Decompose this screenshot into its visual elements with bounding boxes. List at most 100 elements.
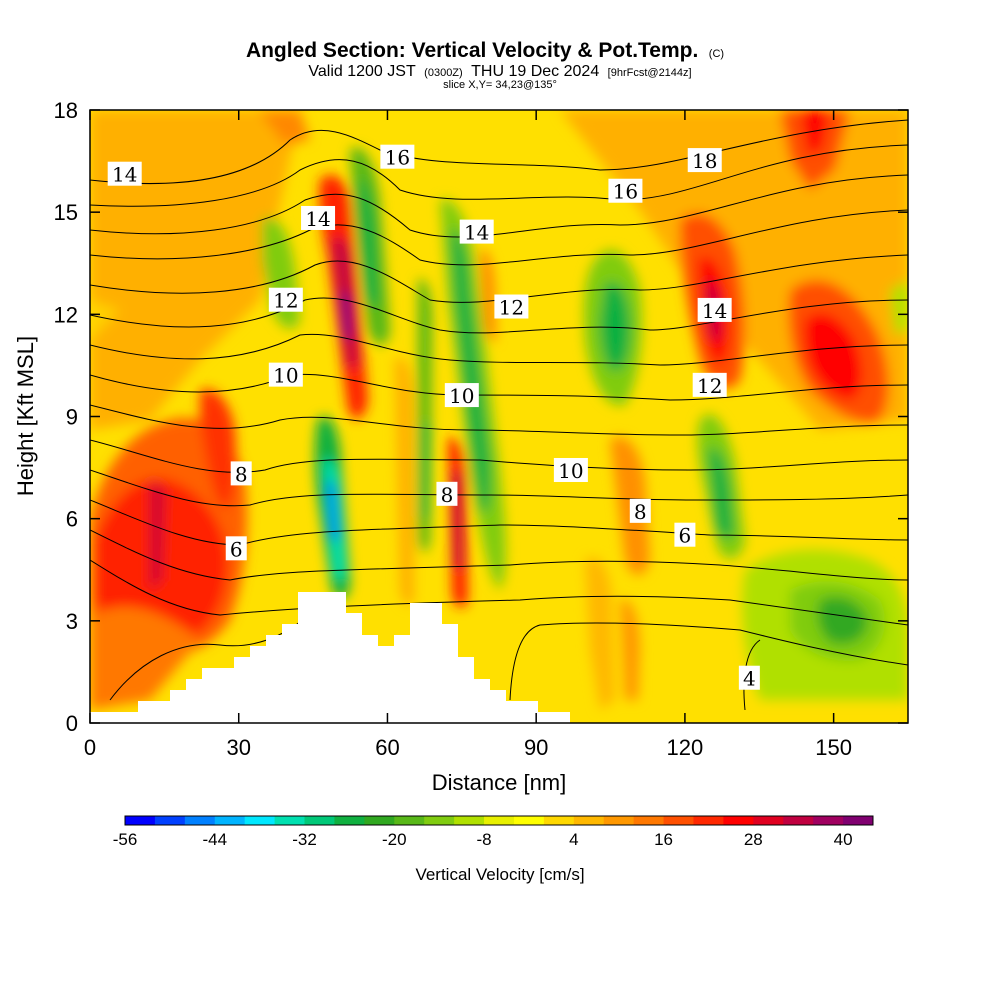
terrain <box>90 592 570 723</box>
x-axis-title: Distance [nm] <box>432 770 567 795</box>
y-tick-label: 18 <box>54 98 78 123</box>
contour-label-text: 14 <box>464 221 489 245</box>
contour-label: 18 <box>687 148 722 173</box>
x-axis: 0 30 60 90 120 150 <box>84 110 852 760</box>
y-tick-label: 15 <box>54 200 78 225</box>
contour-label: 4 <box>738 665 760 691</box>
colorbar-swatch <box>513 816 545 825</box>
x-tick-label: 0 <box>84 735 96 760</box>
x-tick-label: 90 <box>524 735 548 760</box>
contour-label: 16 <box>608 178 643 204</box>
contour-label: 8 <box>230 461 252 486</box>
colorbar-swatch <box>184 816 216 825</box>
colorbar-swatch <box>783 816 814 825</box>
contour-label-text: 16 <box>385 146 410 170</box>
x-tick-label: 60 <box>375 735 399 760</box>
contour-label: 12 <box>692 372 727 398</box>
colorbar-swatch <box>304 816 335 825</box>
contour-label-text: 12 <box>273 289 298 313</box>
contour-labels: 14 16 18 16 14 14 12 12 14 10 12 10 10 8 8 8 6 6 4 <box>107 144 760 691</box>
valid-time: Valid 1200 JST <box>308 63 416 80</box>
colorbar-swatch <box>154 816 186 825</box>
colorbar-swatch <box>454 816 485 825</box>
svg-text:Valid 1200 JST (0300Z): Valid 1200 JST (0300Z) THU 19 Dec 2024 [… <box>308 63 691 80</box>
contour-label: 8 <box>436 481 458 507</box>
plot-area: 14 16 18 16 14 14 12 12 14 10 12 10 10 8 8 8 6 6 4 <box>90 110 908 723</box>
contour-label-text: 10 <box>273 364 298 388</box>
contour-label-text: 18 <box>692 149 717 173</box>
svg-text:Angled Section: Vertical Veloc: Angled Section: Vertical Velocity & Pot.… <box>246 39 724 62</box>
colorbar-swatch <box>573 816 605 825</box>
contour-label-text: 14 <box>305 207 330 231</box>
colorbar-tick-label: -32 <box>292 830 317 849</box>
colorbar-tick-label: 16 <box>654 830 673 849</box>
colorbar-swatch <box>244 816 276 825</box>
colorbar-swatch <box>723 816 754 825</box>
colorbar-swatch <box>813 816 844 825</box>
contour-label-text: 16 <box>613 180 638 204</box>
y-tick-label: 3 <box>66 609 78 634</box>
contour-label-text: 12 <box>697 374 722 398</box>
colorbar-swatch <box>693 816 724 825</box>
valid-date: THU 19 Dec 2024 <box>471 63 599 80</box>
contour-label-text: 12 <box>499 296 524 320</box>
colorbar-swatch <box>753 816 784 825</box>
contour-label: 8 <box>629 498 651 524</box>
colorbar-tick-label: 40 <box>834 830 853 849</box>
colorbar-swatch <box>633 816 665 825</box>
contour-label: 16 <box>380 144 415 170</box>
colorbar-tick-label: -44 <box>202 830 227 849</box>
contour-label: 14 <box>697 297 732 323</box>
y-tick-label: 9 <box>66 405 78 430</box>
colorbar-swatch <box>394 816 425 825</box>
slice-info: slice X,Y= 34,23@135° <box>443 79 557 91</box>
contour-label: 14 <box>301 205 336 231</box>
contour-label: 6 <box>674 522 696 548</box>
colorbar-tick-label: -8 <box>476 830 491 849</box>
valid-utc: (0300Z) <box>424 67 463 79</box>
contour-label-text: 8 <box>235 462 248 486</box>
x-tick-label: 120 <box>667 735 704 760</box>
contour-label: 10 <box>444 383 479 408</box>
contour-label-text: 6 <box>679 524 692 548</box>
y-axis-title: Height [Kft MSL] <box>13 336 38 496</box>
y-tick-label: 12 <box>54 302 78 327</box>
contour-label-text: 6 <box>230 537 243 561</box>
colorbar-frame <box>124 815 874 826</box>
colorbar-tick-label: -56 <box>113 830 138 849</box>
y-tick-label: 6 <box>66 507 78 532</box>
colorbar: -56 -44 -32 -20 -8 4 16 28 40 <box>113 815 874 849</box>
contour-label-text: 4 <box>743 667 756 691</box>
x-tick-label: 150 <box>815 735 852 760</box>
colorbar-tick-label: 4 <box>569 830 578 849</box>
contour-label-text: 14 <box>112 163 137 187</box>
colorbar-swatch <box>484 816 515 825</box>
contour-label: 12 <box>268 287 303 313</box>
colorbar-swatch <box>214 816 246 825</box>
contour-label: 12 <box>494 294 529 320</box>
colorbar-swatch <box>334 816 365 825</box>
colorbar-swatch <box>663 816 694 825</box>
contour-label: 14 <box>459 219 494 245</box>
contour-label-text: 14 <box>702 299 727 323</box>
contour-label: 10 <box>268 362 303 388</box>
contour-label: 14 <box>107 161 142 187</box>
colorbar-tick-label: 28 <box>744 830 763 849</box>
title-mark: (C) <box>709 48 724 60</box>
contour-label-text: 8 <box>441 483 454 507</box>
contour-label: 6 <box>225 536 247 561</box>
contour-label-text: 8 <box>634 500 647 524</box>
title-main: Angled Section: Vertical Velocity & Pot.… <box>246 39 698 62</box>
contour-label-text: 10 <box>558 459 583 483</box>
y-axis: 0 3 6 9 12 15 18 <box>54 98 908 736</box>
contour-label: 10 <box>553 457 588 483</box>
x-tick-label: 30 <box>226 735 250 760</box>
colorbar-title: Vertical Velocity [cm/s] <box>415 865 584 884</box>
y-tick-label: 0 <box>66 711 78 736</box>
chart-title: Angled Section: Vertical Velocity & Pot.… <box>246 39 724 91</box>
contour-label-text: 10 <box>449 384 474 408</box>
forecast-info: [9hrFcst@2144z] <box>608 67 692 79</box>
colorbar-swatch <box>274 816 306 825</box>
colorbar-swatch <box>424 816 455 825</box>
colorbar-tick-label: -20 <box>382 830 407 849</box>
